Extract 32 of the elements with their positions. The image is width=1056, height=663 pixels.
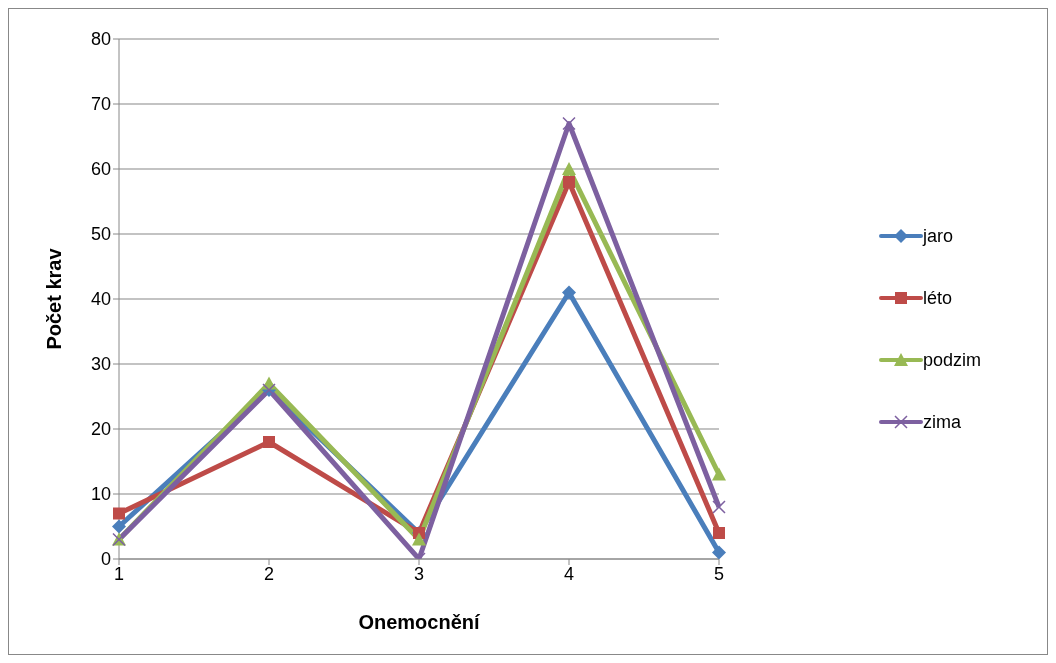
point [712, 500, 726, 514]
y-tick-label: 60 [90, 159, 111, 180]
point [713, 527, 725, 539]
legend-label: podzim [923, 349, 982, 371]
x-tick-label: 4 [563, 563, 575, 584]
x-axis-title: Onemocnění [358, 611, 482, 633]
y-tick-label: 70 [90, 94, 111, 115]
point [112, 519, 126, 534]
y-tick-label: 0 [100, 549, 111, 570]
y-tick-label: 30 [90, 354, 111, 375]
legend-label: zima [923, 411, 962, 433]
y-tick-label: 50 [90, 224, 111, 245]
point [712, 467, 726, 481]
point [263, 436, 275, 448]
point [562, 162, 576, 175]
point [562, 285, 576, 300]
y-tick-label: 10 [90, 484, 111, 505]
point [562, 116, 576, 131]
x-tick-label: 1 [113, 563, 125, 584]
legend-label: jaro [923, 225, 954, 247]
point [113, 507, 125, 520]
y-tick-label: 20 [90, 419, 111, 440]
point [712, 545, 726, 559]
x-tick-label: 3 [413, 563, 425, 584]
y-tick-label: 80 [90, 29, 111, 50]
x-tick-label: 2 [263, 563, 275, 584]
point [563, 176, 575, 188]
legend-label: léto [923, 287, 953, 309]
point [412, 532, 426, 546]
y-tick-label: 40 [90, 289, 111, 310]
y-axis-title: Počet krav [43, 247, 66, 350]
x-tick-label: 5 [713, 563, 725, 584]
